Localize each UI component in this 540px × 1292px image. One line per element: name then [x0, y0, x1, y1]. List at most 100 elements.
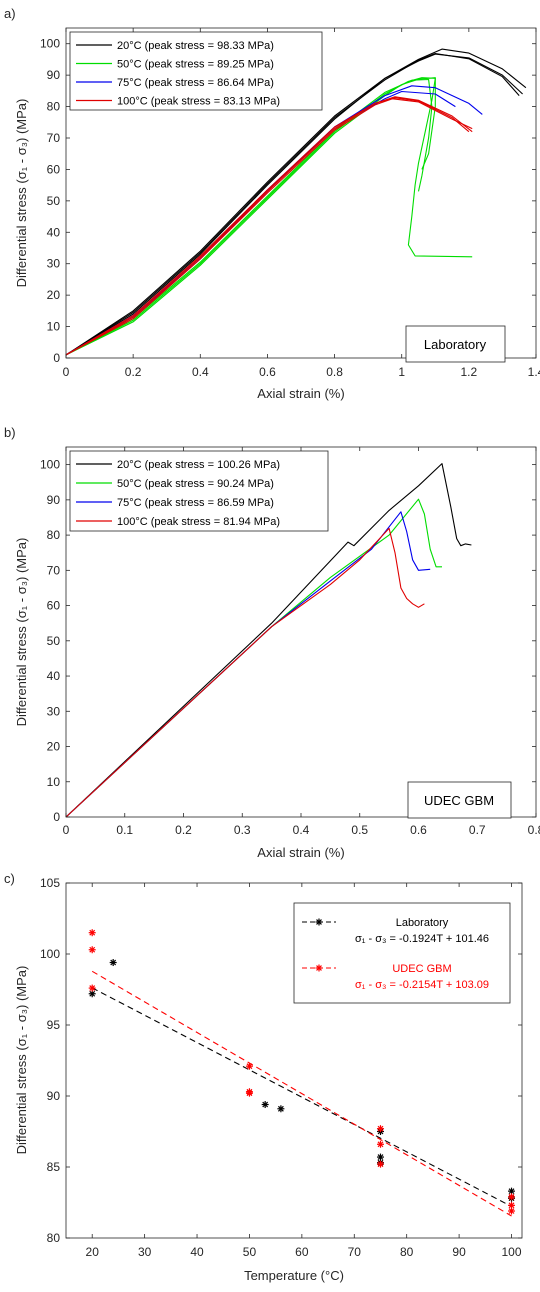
series-line [65, 77, 436, 356]
x-tick-label: 40 [190, 1245, 204, 1259]
panel-a-ticks: 0 0.2 0.4 0.6 0.8 1 1.2 1.4 0 10 20 30 40 50 60 70 80 90 1… [40, 28, 540, 379]
panel-a-axes-box [65, 27, 537, 359]
series-line [65, 85, 483, 356]
y-tick-label: 20 [47, 288, 61, 302]
series-line [65, 96, 473, 356]
legend-entry: 75°C (peak stress = 86.64 MPa) [117, 77, 274, 89]
legend-equation: σ₁ - σ₃ = -0.1924T + 101.46 [355, 933, 489, 945]
legend-entry: 50°C (peak stress = 89.25 MPa) [117, 59, 274, 71]
series-line [65, 498, 442, 818]
scatter-point [376, 1125, 384, 1133]
x-tick-label: 0.6 [410, 823, 427, 837]
panel-a-ylabel: Differential stress (σ₁ - σ₃) (MPa) [14, 99, 29, 288]
y-tick-label: 80 [47, 528, 61, 542]
panel-a-annotation: Laboratory [405, 325, 506, 363]
panel-c-ticks: 20 30 40 50 60 70 80 90 100 80 85 90 95 100 105 [40, 876, 522, 1259]
y-tick-label: 0 [53, 810, 60, 824]
x-tick-label: 20 [86, 1245, 100, 1259]
fit-line [91, 987, 512, 1207]
legend-entry: 20°C (peak stress = 98.33 MPa) [117, 40, 274, 52]
y-tick-label: 95 [47, 1018, 61, 1032]
scatter-point [109, 959, 117, 967]
series-line [65, 97, 470, 356]
panel-c: c) 20 30 40 50 60 70 80 90 100 80 85 90 95 100 105 Tem… [4, 871, 523, 1283]
legend-entry: 75°C (peak stress = 86.59 MPa) [117, 497, 274, 509]
scatter-point [376, 1160, 384, 1168]
series-line [65, 511, 431, 818]
y-tick-label: 80 [47, 1231, 61, 1245]
panel-a-annotation-text: Laboratory [424, 337, 487, 352]
x-tick-label: 50 [243, 1245, 257, 1259]
legend-entry: 100°C (peak stress = 83.13 MPa) [117, 96, 280, 108]
x-tick-label: 0 [63, 365, 70, 379]
y-tick-label: 30 [47, 257, 61, 271]
panel-label-b: b) [4, 425, 16, 440]
scatter-point [508, 1193, 516, 1201]
x-tick-label: 1.4 [528, 365, 540, 379]
series-line [65, 463, 472, 818]
scatter-point [277, 1105, 285, 1113]
panel-b-ylabel: Differential stress (σ₁ - σ₃) (MPa) [14, 538, 29, 727]
panel-label-c: c) [4, 871, 15, 886]
x-tick-label: 0.4 [192, 365, 209, 379]
y-tick-label: 60 [47, 599, 61, 613]
y-tick-label: 100 [40, 37, 60, 51]
y-tick-label: 90 [47, 493, 61, 507]
panel-b-lines [65, 463, 472, 818]
series-line [65, 52, 520, 356]
panel-b: b) 0 0.1 0.2 0.3 0.4 0.5 0.6 0.7 0.8 0 10 20 30 40 50 6… [4, 425, 540, 860]
x-tick-label: 0.6 [259, 365, 276, 379]
y-tick-label: 100 [40, 458, 60, 472]
x-tick-label: 90 [452, 1245, 466, 1259]
panel-c-axes-box [65, 882, 523, 1239]
panel-c-points [88, 929, 516, 1215]
y-tick-label: 50 [47, 634, 61, 648]
x-tick-label: 0.8 [326, 365, 343, 379]
scatter-point [245, 1062, 253, 1070]
x-tick-label: 0.4 [293, 823, 310, 837]
y-tick-label: 85 [47, 1160, 61, 1174]
panel-a-lines [65, 48, 527, 356]
y-tick-label: 10 [47, 320, 61, 334]
y-tick-label: 70 [47, 563, 61, 577]
panel-b-annotation-text: UDEC GBM [424, 793, 494, 808]
legend-entry: 50°C (peak stress = 90.24 MPa) [117, 478, 274, 490]
y-tick-label: 0 [53, 351, 60, 365]
panel-a-legend: 20°C (peak stress = 98.33 MPa) 50°C (peak… [69, 31, 323, 111]
y-tick-label: 10 [47, 775, 61, 789]
panel-b-ticks: 0 0.1 0.2 0.3 0.4 0.5 0.6 0.7 0.8 0 10 20 30 40 50 60 70… [40, 447, 540, 837]
x-tick-label: 0.2 [125, 365, 142, 379]
legend-entry: UDEC GBM [392, 963, 451, 975]
panel-c-legend: Laboratory σ₁ - σ₃ = -0.1924T + 101.46 UDE… [293, 902, 511, 1004]
panel-a-xlabel: Axial strain (%) [257, 386, 344, 401]
y-tick-label: 100 [40, 947, 60, 961]
scatter-point [508, 1187, 516, 1195]
x-tick-label: 60 [295, 1245, 309, 1259]
y-tick-label: 60 [47, 162, 61, 176]
scatter-point [376, 1140, 384, 1148]
x-tick-label: 0.5 [351, 823, 368, 837]
panel-b-legend: 20°C (peak stress = 100.26 MPa) 50°C (pea… [69, 450, 329, 532]
legend-entry: Laboratory [396, 917, 449, 929]
series-line [65, 53, 523, 356]
legend-entry: 100°C (peak stress = 81.94 MPa) [117, 516, 280, 528]
y-tick-label: 105 [40, 876, 60, 890]
y-tick-label: 50 [47, 194, 61, 208]
x-tick-label: 1.2 [461, 365, 478, 379]
scatter-point [508, 1207, 516, 1215]
x-tick-label: 0.2 [175, 823, 192, 837]
series-line [65, 98, 473, 356]
y-tick-label: 40 [47, 225, 61, 239]
panel-c-fit-lines [91, 970, 512, 1217]
panel-b-annotation: UDEC GBM [407, 781, 512, 819]
x-tick-label: 1 [398, 365, 405, 379]
y-tick-label: 90 [47, 1089, 61, 1103]
y-tick-label: 80 [47, 100, 61, 114]
panel-label-a: a) [4, 6, 16, 21]
panel-c-ylabel: Differential stress (σ₁ - σ₃) (MPa) [14, 966, 29, 1155]
series-line [65, 527, 425, 818]
panel-b-xlabel: Axial strain (%) [257, 845, 344, 860]
scatter-point [88, 984, 96, 992]
x-tick-label: 30 [138, 1245, 152, 1259]
